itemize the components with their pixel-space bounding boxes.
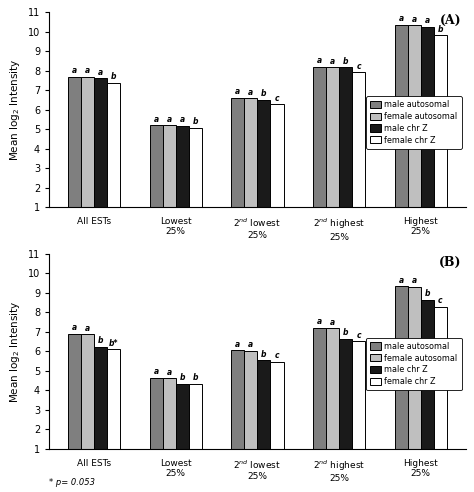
Text: a: a [85, 324, 90, 333]
Bar [394, 286, 408, 449]
Text: a: a [399, 14, 403, 24]
Text: a: a [98, 67, 103, 77]
Text: a: a [235, 88, 240, 96]
Bar [420, 27, 434, 207]
Text: b: b [98, 336, 103, 345]
Bar [326, 329, 339, 449]
Legend: male autosomal, female autosomal, male chr Z, female chr Z: male autosomal, female autosomal, male c… [366, 96, 462, 149]
Bar [231, 350, 245, 449]
Text: b: b [343, 328, 348, 337]
Bar [326, 67, 339, 207]
Bar [68, 334, 81, 449]
Text: b: b [343, 57, 348, 66]
Text: b: b [111, 72, 117, 81]
Bar [189, 127, 202, 207]
Text: a: a [167, 115, 172, 124]
Text: a: a [72, 323, 77, 332]
Bar [81, 334, 94, 449]
Bar [271, 104, 283, 207]
Text: c: c [356, 62, 361, 70]
Text: a: a [248, 88, 254, 97]
Text: a: a [411, 15, 417, 24]
Text: a: a [317, 317, 322, 327]
Text: a: a [330, 318, 335, 327]
Bar [107, 83, 120, 207]
Bar [339, 67, 352, 207]
Text: a: a [411, 276, 417, 285]
Bar [339, 339, 352, 449]
Text: a: a [248, 340, 254, 349]
Bar [231, 98, 245, 207]
Text: a: a [399, 276, 403, 284]
Bar [313, 328, 326, 449]
Bar [150, 378, 163, 449]
Bar [271, 362, 283, 449]
Text: c: c [438, 296, 442, 305]
Text: a: a [330, 57, 335, 66]
Text: b: b [192, 373, 198, 382]
Bar [176, 126, 189, 207]
Bar [352, 72, 365, 207]
Text: b: b [261, 89, 267, 98]
Text: a: a [85, 66, 90, 75]
Text: * p= 0.053: * p= 0.053 [49, 478, 95, 487]
Text: a: a [317, 56, 322, 65]
Y-axis label: Mean log$_2$ Intensity: Mean log$_2$ Intensity [9, 300, 22, 402]
Bar [257, 99, 271, 207]
Text: b: b [424, 289, 430, 298]
Bar [245, 351, 257, 449]
Text: c: c [275, 351, 279, 360]
Bar [434, 307, 447, 449]
Text: c: c [275, 94, 279, 103]
Text: a: a [154, 367, 159, 376]
Bar [420, 300, 434, 449]
Bar [352, 341, 365, 449]
Text: b: b [261, 350, 267, 359]
Text: a: a [154, 115, 159, 124]
Bar [189, 384, 202, 449]
Bar [245, 98, 257, 207]
Text: b: b [438, 25, 443, 33]
Bar [163, 125, 176, 207]
Bar [81, 77, 94, 207]
Legend: male autosomal, female autosomal, male chr Z, female chr Z: male autosomal, female autosomal, male c… [366, 338, 462, 390]
Text: a: a [425, 16, 430, 26]
Text: (B): (B) [439, 256, 462, 269]
Bar [313, 67, 326, 207]
Bar [176, 384, 189, 449]
Bar [408, 286, 420, 449]
Text: b: b [192, 117, 198, 126]
Bar [150, 125, 163, 207]
Text: a: a [167, 368, 172, 376]
Text: a: a [180, 115, 185, 124]
Text: a: a [72, 66, 77, 75]
Bar [94, 78, 107, 207]
Text: b*: b* [109, 339, 118, 348]
Y-axis label: Mean log$_2$ Intensity: Mean log$_2$ Intensity [9, 59, 22, 161]
Text: (A): (A) [440, 14, 462, 27]
Bar [408, 26, 420, 207]
Text: c: c [356, 331, 361, 339]
Bar [68, 77, 81, 207]
Bar [163, 378, 176, 449]
Bar [257, 360, 271, 449]
Bar [434, 35, 447, 207]
Text: a: a [235, 340, 240, 349]
Text: b: b [180, 373, 185, 382]
Bar [394, 25, 408, 207]
Bar [107, 349, 120, 449]
Bar [94, 346, 107, 449]
